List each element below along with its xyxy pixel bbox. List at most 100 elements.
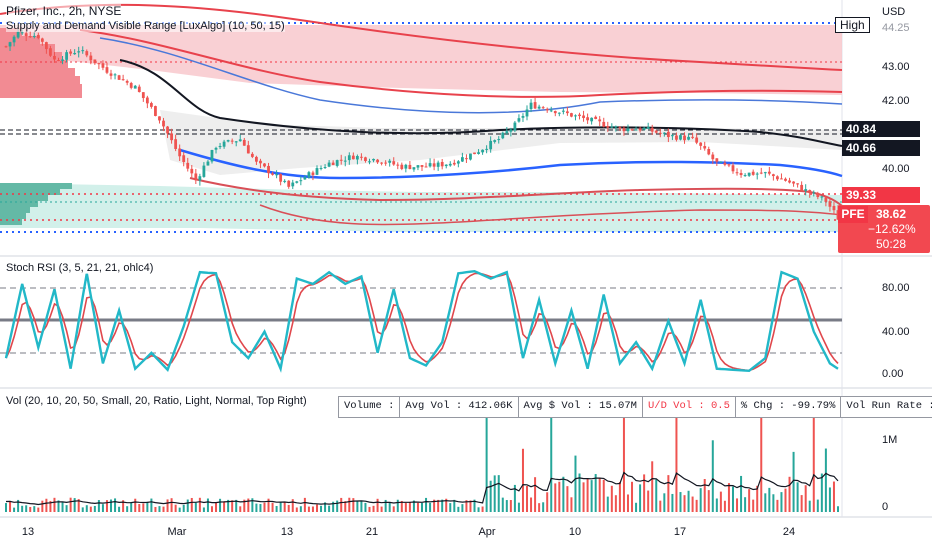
- band-upper-red-1: [0, 3, 843, 71]
- candle-body: [36, 34, 40, 39]
- candle-body: [707, 148, 711, 155]
- volume-bar: [558, 481, 561, 512]
- volume-bar: [320, 505, 323, 512]
- volume-bar: [776, 499, 779, 512]
- candle-body: [533, 102, 537, 109]
- volume-bar: [5, 503, 7, 512]
- volume-bar: [303, 497, 306, 512]
- stat-volume: Volume :: [339, 397, 401, 417]
- volume-bar: [344, 501, 347, 512]
- candle-body: [331, 162, 335, 166]
- volume-bar: [731, 486, 734, 512]
- candle-body: [121, 79, 125, 81]
- candle-body: [149, 103, 153, 107]
- candle-body: [154, 106, 157, 116]
- candle-body: [509, 129, 513, 132]
- volume-bar: [477, 507, 480, 512]
- candle-body: [505, 131, 509, 134]
- volume-bar: [760, 409, 763, 512]
- volume-bar: [691, 496, 694, 512]
- volume-bar: [808, 500, 811, 512]
- volume-bar: [194, 502, 197, 512]
- band-mid-black: [119, 59, 843, 147]
- candle-body: [20, 32, 24, 34]
- volume-bar: [598, 478, 601, 512]
- volume-bar: [162, 506, 165, 512]
- candle-body: [279, 174, 283, 182]
- volume-bar: [57, 500, 60, 512]
- volume-bar: [21, 505, 24, 512]
- volume-bar: [235, 499, 238, 512]
- candle-body: [565, 111, 569, 114]
- volume-bar: [469, 500, 472, 512]
- volume-bar: [824, 448, 827, 512]
- change-pct: −12.62%: [868, 222, 916, 236]
- volume-bar: [134, 498, 137, 512]
- candle-body: [230, 140, 234, 142]
- candle-body: [452, 162, 456, 165]
- candle-body: [771, 174, 775, 177]
- volume-bar: [437, 499, 440, 512]
- volume-bar: [198, 497, 201, 512]
- volume-bar: [832, 481, 835, 512]
- volume-bar: [538, 503, 541, 512]
- demand-volume-profile: [0, 183, 72, 225]
- volume-bar: [772, 494, 775, 512]
- volume-bar: [534, 477, 537, 512]
- volume-bar: [433, 499, 436, 512]
- candle-body: [525, 109, 529, 117]
- candle-body: [234, 141, 238, 143]
- candle-body: [355, 156, 359, 160]
- candle-body: [222, 141, 226, 147]
- volume-bar: [635, 502, 638, 512]
- time-tick-mar: Mar: [167, 526, 187, 538]
- volume-bar: [360, 500, 363, 512]
- volume-bar: [239, 506, 242, 512]
- volume-bar: [727, 483, 730, 512]
- candle-body: [440, 161, 444, 167]
- time-tick-apr10: 10: [568, 526, 582, 538]
- candle-body: [650, 127, 654, 132]
- candle-body: [396, 164, 400, 166]
- volume-bar: [723, 500, 726, 512]
- pfe-symbol-badge: PFE: [838, 206, 868, 223]
- volume-bar: [364, 502, 367, 512]
- candle-body: [339, 159, 343, 161]
- candle-body: [158, 116, 161, 121]
- candle-body: [465, 158, 468, 160]
- volume-bar: [231, 500, 234, 512]
- volume-bar: [497, 475, 500, 512]
- candle-body: [448, 163, 452, 166]
- volume-bar: [271, 502, 274, 512]
- volume-bar: [602, 479, 605, 512]
- candle-body: [759, 172, 763, 174]
- volume-bar: [618, 482, 621, 512]
- volume-bar: [263, 502, 266, 512]
- volume-bar: [45, 498, 48, 512]
- symbol-title: Pfizer, Inc., 2h, NYSE: [6, 4, 122, 18]
- candle-body: [428, 163, 432, 167]
- tag-level-c: 39.33: [842, 187, 920, 203]
- candle-body: [808, 190, 812, 194]
- volume-bar: [526, 485, 529, 512]
- volume-bar: [170, 498, 173, 512]
- volume-bar: [574, 455, 577, 512]
- volume-bar: [449, 503, 452, 512]
- volume-bar: [69, 497, 72, 512]
- volume-bar: [631, 481, 634, 512]
- volume-bar: [158, 506, 161, 512]
- time-tick-mar13: 13: [280, 526, 294, 538]
- volume-bar: [315, 504, 318, 512]
- volume-bar: [275, 505, 278, 512]
- candle-body: [238, 139, 242, 142]
- volume-bar: [368, 506, 371, 512]
- candle-body: [501, 132, 505, 139]
- candle-body: [606, 126, 610, 128]
- volume-bar: [130, 502, 133, 512]
- candle-body: [731, 165, 735, 172]
- supply-zone: [0, 25, 842, 95]
- candle-body: [614, 126, 618, 128]
- candle-body: [12, 36, 16, 43]
- volume-bar: [356, 500, 359, 512]
